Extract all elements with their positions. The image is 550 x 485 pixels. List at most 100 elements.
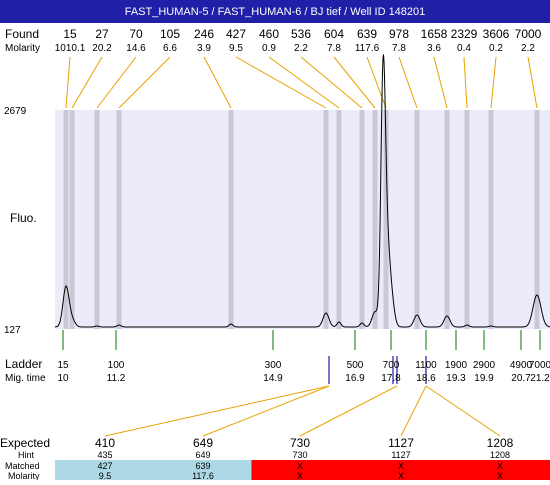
ladder-size-label: 2900 — [473, 360, 496, 371]
found-connector-line — [464, 57, 467, 108]
peak-band — [360, 110, 365, 329]
ladder-size-label: 15 — [57, 360, 69, 371]
hint-value-label: 730 — [292, 450, 307, 460]
found-connector-line — [528, 57, 537, 108]
found-molarity-label: 20.2 — [92, 43, 112, 54]
ladder-mig-time-label: 14.9 — [263, 373, 283, 384]
found-connector-line — [334, 57, 375, 108]
plot-area — [55, 110, 550, 329]
found-connector-line — [434, 57, 447, 108]
found-connector-line — [97, 57, 136, 108]
found-size-label: 536 — [291, 27, 311, 41]
found-size-label: 2329 — [451, 27, 478, 41]
found-size-label: 70 — [129, 27, 143, 41]
peak-band — [337, 110, 342, 329]
hint-value-label: 1208 — [490, 450, 510, 460]
found-connector-line — [301, 57, 362, 108]
ladder-mig-time-label: 19.9 — [474, 373, 494, 384]
found-molarity-label: 0.9 — [262, 43, 276, 54]
found-connector-line — [72, 57, 102, 108]
found-molarity-label: 2.2 — [294, 43, 308, 54]
found-connector-line — [399, 57, 417, 108]
matched-molarity-label: 9.5 — [99, 471, 112, 480]
found-size-label: 105 — [160, 27, 180, 41]
ladder-size-label: 100 — [108, 360, 125, 371]
found-size-label: 604 — [324, 27, 344, 41]
ladder-size-label: 1900 — [445, 360, 468, 371]
hint-row-label: Hint — [18, 450, 35, 460]
matched-molarity-label: X — [297, 471, 303, 480]
found-molarity-label: 0.4 — [457, 43, 471, 54]
expected-row-label: Expected — [0, 436, 50, 450]
expected-size-label: 730 — [290, 436, 310, 450]
found-connector-line — [236, 57, 326, 108]
expected-connector-line — [300, 386, 397, 436]
matched-molarity-label: 117.6 — [192, 471, 214, 480]
molarity-row-label: Molarity — [5, 43, 40, 54]
found-size-label: 639 — [357, 27, 377, 41]
ladder-size-label: 500 — [347, 360, 364, 371]
peak-band — [324, 110, 329, 329]
ladder-size-label: 700 — [383, 360, 400, 371]
expected-size-label: 649 — [193, 436, 213, 450]
matched-molarity-label: X — [398, 471, 404, 480]
found-row-label: Found — [5, 27, 39, 41]
ladder-size-label: 300 — [265, 360, 282, 371]
ladder-row-label: Ladder — [5, 357, 42, 371]
expected-connector-line — [105, 386, 329, 436]
found-molarity-label: 0.2 — [489, 43, 503, 54]
peak-band — [445, 110, 450, 329]
peak-band — [489, 110, 494, 329]
window-title: FAST_HUMAN-5 / FAST_HUMAN-6 / BJ tief / … — [125, 6, 426, 18]
found-connector-line — [204, 57, 231, 108]
ladder-mig-time-label: 18.6 — [416, 373, 436, 384]
ladder-size-label: 1100 — [415, 360, 437, 371]
ladder-mig-time-label: 21.2 — [530, 373, 550, 384]
matched-value-label: X — [398, 461, 404, 471]
found-molarity-label: 7.8 — [327, 43, 341, 54]
matched-row-label: Matched — [5, 461, 40, 471]
found-molarity-label: 2.2 — [521, 43, 535, 54]
found-molarity-label: 7.8 — [392, 43, 406, 54]
peak-band — [70, 110, 75, 329]
found-size-label: 7000 — [515, 27, 542, 41]
matched-value-label: X — [297, 461, 303, 471]
found-molarity-label: 117.6 — [355, 43, 380, 54]
found-connector-line — [119, 57, 170, 108]
expected-connector-line — [401, 386, 426, 436]
ladder-mig-time-label: 10 — [57, 373, 69, 384]
peak-band — [373, 110, 378, 329]
expected-connector-line — [203, 386, 329, 436]
matched-value-label: 427 — [97, 461, 112, 471]
y-tick-label: 127 — [4, 325, 21, 336]
expected-size-label: 410 — [95, 436, 115, 450]
found-size-label: 3606 — [483, 27, 510, 41]
ladder-mig-time-label: 16.9 — [345, 373, 365, 384]
peak-band — [117, 110, 122, 329]
hint-value-label: 649 — [195, 450, 210, 460]
found-size-label: 27 — [95, 27, 109, 41]
peak-band — [415, 110, 420, 329]
expected-size-label: 1208 — [487, 436, 514, 450]
found-molarity-label: 3.6 — [427, 43, 441, 54]
ladder-size-label: 7000 — [529, 360, 550, 371]
ladder-mig-time-label: 11.2 — [107, 373, 126, 384]
found-molarity-label: 1010.1 — [55, 43, 86, 54]
found-size-label: 978 — [389, 27, 409, 41]
found-connector-line — [491, 57, 496, 108]
hint-value-label: 435 — [97, 450, 112, 460]
hint-value-label: 1127 — [391, 450, 410, 460]
ladder-mig-time-label: 17.8 — [381, 373, 401, 384]
peak-band — [535, 110, 540, 329]
found-connector-line — [66, 57, 70, 108]
peak-band — [465, 110, 470, 329]
ladder-mig-time-label: 19.3 — [446, 373, 466, 384]
mig-time-row-label: Mig. time — [5, 373, 46, 384]
ladder-mig-time-label: 20.7 — [511, 373, 531, 384]
found-size-label: 15 — [63, 27, 77, 41]
found-size-label: 427 — [226, 27, 246, 41]
found-molarity-label: 3.9 — [197, 43, 211, 54]
found-size-label: 460 — [259, 27, 279, 41]
